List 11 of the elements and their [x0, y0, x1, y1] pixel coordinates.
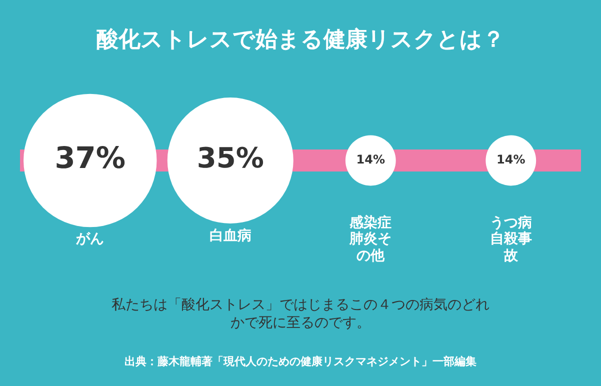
category-label: がん: [75, 231, 106, 248]
category-label: うつ病自殺事故: [489, 214, 533, 265]
data-label: 14%: [496, 152, 526, 166]
data-label: 35%: [196, 142, 264, 174]
data-label: 14%: [356, 152, 385, 166]
category-label: 感染症肺炎その他: [348, 214, 392, 265]
data-label: 37%: [54, 140, 126, 175]
category-label: 白血病: [208, 228, 252, 244]
text: 私たちは「酸化ストレス」ではじまるこの４つの病気のどれかで死に至るのです。: [110, 296, 490, 332]
text: 酸化ストレスで始まる健康リスクとは？: [96, 26, 504, 52]
source-note: 出典：藤木龍輔著「現代人のための健康リスクマネジメント」一部編集: [124, 354, 476, 369]
